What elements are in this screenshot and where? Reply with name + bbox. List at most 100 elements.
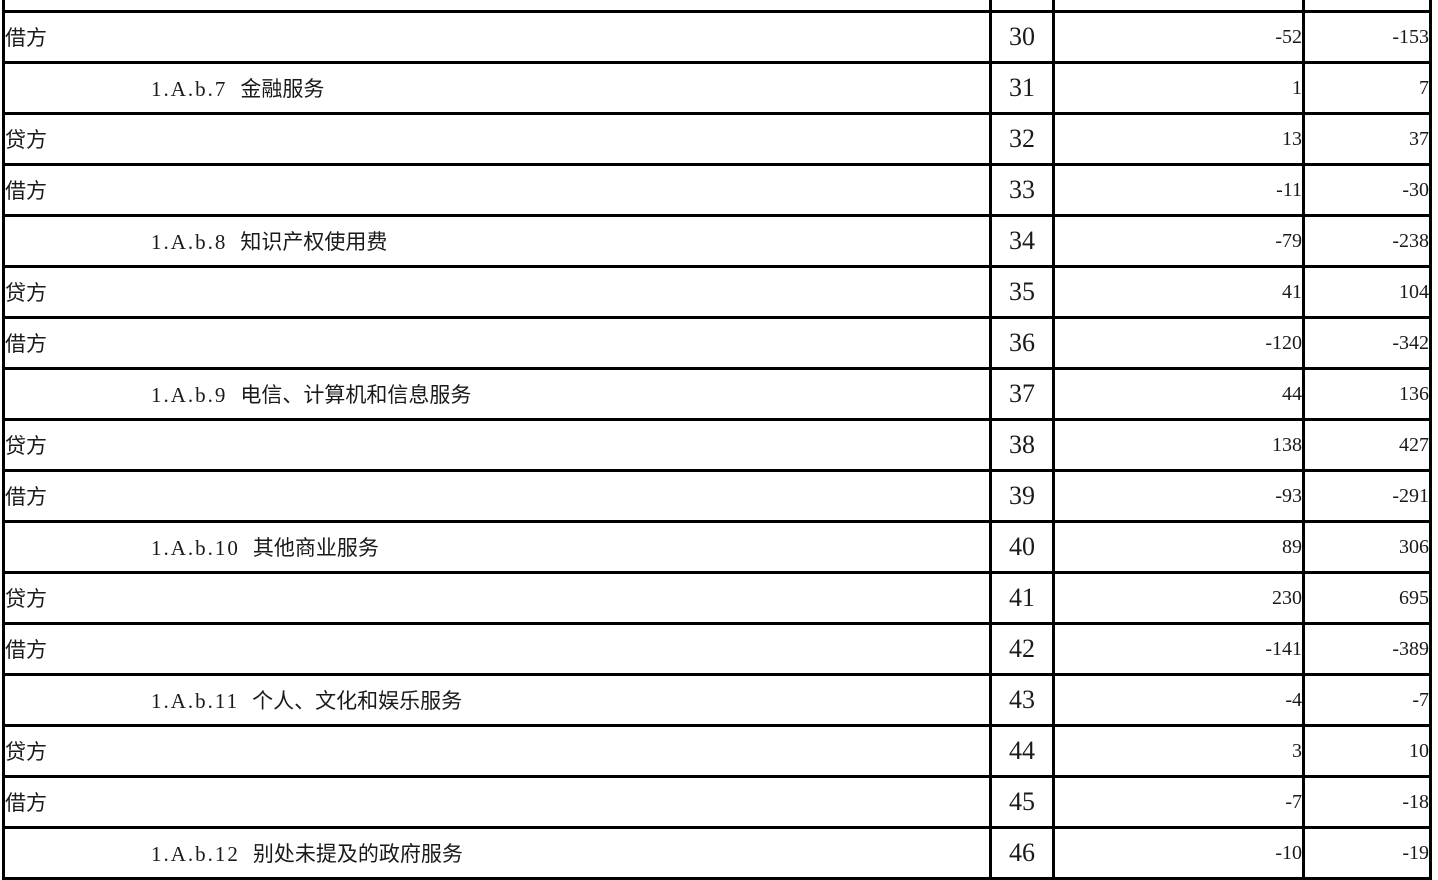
- value-col1-cell: -7: [1052, 775, 1305, 829]
- item-name: 电信、计算机和信息服务: [240, 383, 472, 407]
- table-row: 贷方 44 3 10: [2, 724, 1432, 778]
- item-name: 贷方: [5, 740, 48, 764]
- item-code: 1.A.b.9: [151, 383, 228, 407]
- partial-number-cell: [989, 0, 1055, 13]
- row-number-cell: 32: [989, 112, 1055, 166]
- value-col1-cell: 1: [1052, 61, 1305, 115]
- table-row: 1.A.b.11 个人、文化和娱乐服务 43 -4 -7: [2, 673, 1432, 727]
- item-name: 贷方: [5, 128, 48, 152]
- value-col2-cell: 427: [1302, 418, 1432, 472]
- row-number-cell: 36: [989, 316, 1055, 370]
- value-col2-cell: 10: [1302, 724, 1432, 778]
- row-number-cell: 31: [989, 61, 1055, 115]
- table-row: 借方 33 -11 -30: [2, 163, 1432, 217]
- item-code: 1.A.b.7: [151, 77, 228, 101]
- value-col1-cell: -79: [1052, 214, 1305, 268]
- row-label-cell: 借方: [2, 775, 992, 829]
- row-number-cell: 45: [989, 775, 1055, 829]
- value-col2-cell: 695: [1302, 571, 1432, 625]
- table-row: 1.A.b.8 知识产权使用费 34 -79 -238: [2, 214, 1432, 268]
- row-number-cell: 34: [989, 214, 1055, 268]
- table-row: 借方 30 -52 -153: [2, 10, 1432, 64]
- row-label-cell: 贷方: [2, 265, 992, 319]
- table-row: 借方 42 -141 -389: [2, 622, 1432, 676]
- partial-label-cell: [2, 0, 992, 13]
- value-col1-cell: -52: [1052, 10, 1305, 64]
- item-name: 借方: [5, 485, 48, 509]
- table-row: 1.A.b.9 电信、计算机和信息服务 37 44 136: [2, 367, 1432, 421]
- value-col1-cell: 13: [1052, 112, 1305, 166]
- table-row: 贷方 41 230 695: [2, 571, 1432, 625]
- row-label-cell: 1.A.b.9 电信、计算机和信息服务: [2, 367, 992, 421]
- item-name: 贷方: [5, 434, 48, 458]
- row-label-cell: 贷方: [2, 418, 992, 472]
- row-number-cell: 38: [989, 418, 1055, 472]
- value-col2-cell: -342: [1302, 316, 1432, 370]
- value-col1-cell: 138: [1052, 418, 1305, 472]
- value-col1-cell: 3: [1052, 724, 1305, 778]
- value-col1-cell: -93: [1052, 469, 1305, 523]
- table-row: 1.A.b.7 金融服务 31 1 7: [2, 61, 1432, 115]
- value-col2-cell: -18: [1302, 775, 1432, 829]
- value-col2-cell: -291: [1302, 469, 1432, 523]
- item-name: 借方: [5, 179, 48, 203]
- value-col1-cell: -11: [1052, 163, 1305, 217]
- item-name: 贷方: [5, 281, 48, 305]
- value-col2-cell: -238: [1302, 214, 1432, 268]
- row-number-cell: 40: [989, 520, 1055, 574]
- table-row: 借方 36 -120 -342: [2, 316, 1432, 370]
- row-label-cell: 借方: [2, 622, 992, 676]
- value-col1-cell: -4: [1052, 673, 1305, 727]
- item-code: 1.A.b.8: [151, 230, 228, 254]
- value-col2-cell: 104: [1302, 265, 1432, 319]
- partial-value-cell: [1052, 0, 1305, 13]
- row-label-cell: 借方: [2, 10, 992, 64]
- row-label-cell: 贷方: [2, 571, 992, 625]
- item-name: 其他商业服务: [252, 536, 379, 560]
- partial-row-top: [2, 0, 1432, 13]
- item-name: 借方: [5, 638, 48, 662]
- row-number-cell: 43: [989, 673, 1055, 727]
- row-number-cell: 39: [989, 469, 1055, 523]
- row-label-cell: 1.A.b.10 其他商业服务: [2, 520, 992, 574]
- row-number-cell: 42: [989, 622, 1055, 676]
- value-col1-cell: 89: [1052, 520, 1305, 574]
- item-name: 借方: [5, 332, 48, 356]
- item-name: 知识产权使用费: [240, 230, 388, 254]
- partial-value-cell: [1302, 0, 1432, 13]
- table-row: 借方 45 -7 -18: [2, 775, 1432, 829]
- value-col2-cell: 136: [1302, 367, 1432, 421]
- row-number-cell: 35: [989, 265, 1055, 319]
- value-col2-cell: 37: [1302, 112, 1432, 166]
- item-name: 金融服务: [240, 77, 325, 101]
- value-col2-cell: -7: [1302, 673, 1432, 727]
- item-code: 1.A.b.11: [151, 689, 240, 713]
- value-col2-cell: -389: [1302, 622, 1432, 676]
- item-name: 借方: [5, 26, 48, 50]
- table-row: 贷方 35 41 104: [2, 265, 1432, 319]
- row-number-cell: 30: [989, 10, 1055, 64]
- row-label-cell: 借方: [2, 163, 992, 217]
- item-name: 贷方: [5, 587, 48, 611]
- row-label-cell: 贷方: [2, 112, 992, 166]
- table-row: 贷方 38 138 427: [2, 418, 1432, 472]
- row-label-cell: 借方: [2, 469, 992, 523]
- row-label-cell: 1.A.b.8 知识产权使用费: [2, 214, 992, 268]
- table-row: 1.A.b.10 其他商业服务 40 89 306: [2, 520, 1432, 574]
- row-number-cell: 44: [989, 724, 1055, 778]
- value-col2-cell: -153: [1302, 10, 1432, 64]
- row-number-cell: 33: [989, 163, 1055, 217]
- row-number-cell: 37: [989, 367, 1055, 421]
- value-col1-cell: -120: [1052, 316, 1305, 370]
- value-col1-cell: 44: [1052, 367, 1305, 421]
- value-col1-cell: 230: [1052, 571, 1305, 625]
- value-col1-cell: -141: [1052, 622, 1305, 676]
- row-label-cell: 1.A.b.11 个人、文化和娱乐服务: [2, 673, 992, 727]
- row-number-cell: 41: [989, 571, 1055, 625]
- row-label-cell: 1.A.b.7 金融服务: [2, 61, 992, 115]
- item-name: 个人、文化和娱乐服务: [252, 689, 463, 713]
- row-label-cell: 贷方: [2, 724, 992, 778]
- item-code: 1.A.b.12: [151, 842, 240, 866]
